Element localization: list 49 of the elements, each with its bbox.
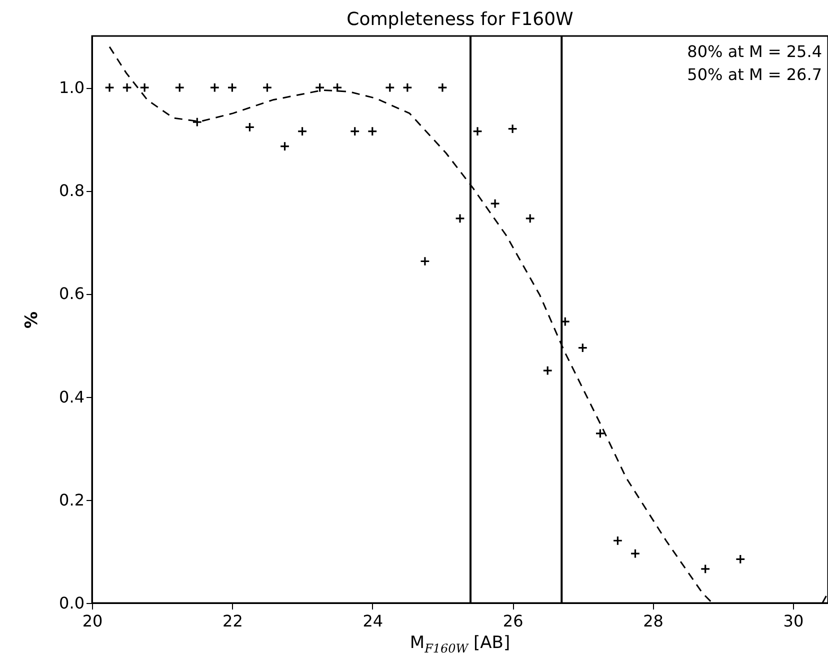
point [104, 82, 115, 93]
point [192, 117, 202, 128]
point [367, 126, 378, 136]
point [490, 198, 500, 209]
y-tick-label: 0.2 [59, 490, 84, 510]
point [227, 82, 238, 93]
point [700, 564, 710, 574]
x-tick-label: 30 [783, 612, 804, 630]
point [262, 82, 272, 93]
point [612, 536, 623, 546]
point [297, 126, 308, 136]
x-tick-label: 24 [362, 612, 384, 630]
y-axis-title: % [22, 311, 42, 329]
x-axis-title: M$_{F160W}$ [AB] [408, 632, 512, 658]
point [455, 213, 465, 224]
y-tick-label: 0.0 [59, 594, 84, 612]
x-tick-label: 26 [502, 612, 524, 630]
point [578, 342, 588, 353]
point [280, 141, 290, 152]
y-tick-label: 0.8 [59, 181, 84, 200]
point [472, 126, 483, 136]
point [174, 82, 185, 93]
y-tick-label: 1.0 [59, 78, 84, 98]
annotation: 50% at M = 26.7 [687, 65, 822, 84]
point [384, 82, 395, 93]
point [437, 82, 448, 93]
point [630, 548, 640, 558]
point [595, 428, 606, 438]
point [314, 82, 325, 93]
point [525, 213, 536, 224]
point [420, 256, 430, 266]
point [122, 82, 132, 93]
point [402, 82, 412, 93]
x-tick-label: 20 [82, 612, 103, 630]
point [735, 554, 746, 564]
y-tick-label: 0.4 [59, 387, 84, 406]
point [350, 126, 360, 136]
chart-title: Completeness for F160W [346, 9, 574, 30]
x-tick-label: 28 [643, 612, 664, 630]
point [508, 124, 518, 134]
x-tick-label: 22 [222, 612, 243, 630]
point [210, 82, 220, 93]
point [332, 82, 342, 93]
point [244, 122, 255, 132]
y-tick-label: 0.6 [59, 284, 84, 304]
annotation: 80% at M = 25.4 [687, 42, 822, 61]
point [542, 366, 553, 376]
point [560, 316, 570, 327]
point [140, 82, 150, 93]
